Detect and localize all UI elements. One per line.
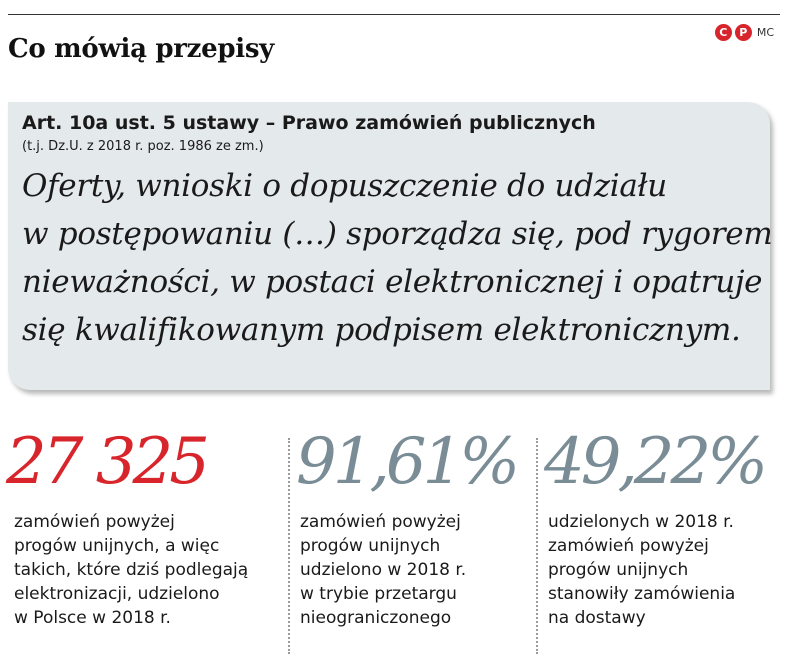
- stat-desc-line: udzielonych w 2018 r.: [548, 512, 734, 532]
- stat-value: 49,22%: [544, 425, 768, 499]
- stat-total-orders: 27 325 zamówień powyżej progów unijnych,…: [6, 430, 248, 630]
- c-circle-icon: C: [714, 24, 732, 41]
- quote-box: Art. 10a ust. 5 ustawy – Prawo zamówień …: [8, 102, 773, 390]
- stat-supplies: 49,22% udzielonych w 2018 r. zamówień po…: [544, 425, 768, 630]
- p-circle-icon: P: [734, 24, 752, 41]
- stat-description: zamówień powyżej progów unijnych udzielo…: [300, 510, 516, 630]
- stat-desc-line: elektronizacji, udzielono: [14, 584, 220, 604]
- stat-desc-line: zamówień powyżej: [14, 512, 175, 532]
- stat-divider: [288, 438, 290, 654]
- quote-line: Oferty, wnioski o dopuszczenie do udział…: [22, 168, 667, 204]
- page-title: Co mówią przepisy: [8, 34, 274, 64]
- stat-divider: [536, 438, 538, 654]
- stat-desc-line: nieograniczonego: [300, 608, 452, 628]
- quote-line: nieważności, w postaci elektronicznej i …: [22, 264, 763, 300]
- stat-description: zamówień powyżej progów unijnych, a więc…: [14, 510, 248, 630]
- stat-unlimited-tender: 91,61% zamówień powyżej progów unijnych …: [296, 425, 520, 630]
- quote-line: w postępowaniu (…) sporządza się, pod ry…: [22, 216, 773, 252]
- stat-value: 91,61%: [296, 425, 520, 499]
- stat-desc-line: w Polsce w 2018 r.: [14, 608, 171, 628]
- law-title: Art. 10a ust. 5 ustawy – Prawo zamówień …: [22, 112, 596, 134]
- stat-desc-line: progów unijnych: [548, 560, 689, 580]
- stat-desc-line: progów unijnych, a więc: [14, 536, 220, 556]
- quote-line: się kwalifikowanym podpisem elektroniczn…: [22, 312, 741, 348]
- copyright-badge: C P MC: [714, 24, 774, 41]
- stat-desc-line: w trybie przetargu: [300, 584, 457, 604]
- law-source: (t.j. Dz.U. z 2018 r. poz. 1986 ze zm.): [22, 139, 264, 154]
- stat-desc-line: takich, które dziś podlegają: [14, 560, 249, 580]
- stat-desc-line: zamówień powyżej: [548, 536, 709, 556]
- top-rule: [8, 14, 780, 15]
- quote-text: Oferty, wnioski o dopuszczenie do udział…: [22, 162, 773, 354]
- stat-description: udzielonych w 2018 r. zamówień powyżej p…: [548, 510, 764, 630]
- stat-desc-line: progów unijnych: [300, 536, 441, 556]
- stat-desc-line: stanowiły zamówienia: [548, 584, 736, 604]
- stat-desc-line: na dostawy: [548, 608, 646, 628]
- badge-text: MC: [756, 26, 774, 39]
- stat-desc-line: udzielono w 2018 r.: [300, 560, 467, 580]
- stats-section: 27 325 zamówień powyżej progów unijnych,…: [0, 430, 788, 661]
- stat-value: 27 325: [6, 425, 210, 499]
- stat-desc-line: zamówień powyżej: [300, 512, 461, 532]
